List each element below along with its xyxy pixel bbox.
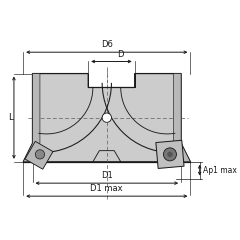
Text: L: L (8, 113, 13, 122)
Polygon shape (23, 74, 190, 162)
Circle shape (102, 113, 111, 122)
Text: D1 max: D1 max (90, 184, 123, 193)
Polygon shape (156, 140, 184, 168)
Polygon shape (23, 74, 40, 162)
Polygon shape (174, 74, 190, 162)
Circle shape (167, 152, 173, 157)
Text: Ap1 max: Ap1 max (203, 166, 237, 175)
Circle shape (35, 150, 45, 159)
Text: D1: D1 (101, 171, 113, 180)
Text: D: D (118, 50, 124, 59)
Circle shape (163, 148, 176, 161)
Text: D6: D6 (101, 40, 113, 49)
Polygon shape (25, 141, 53, 169)
